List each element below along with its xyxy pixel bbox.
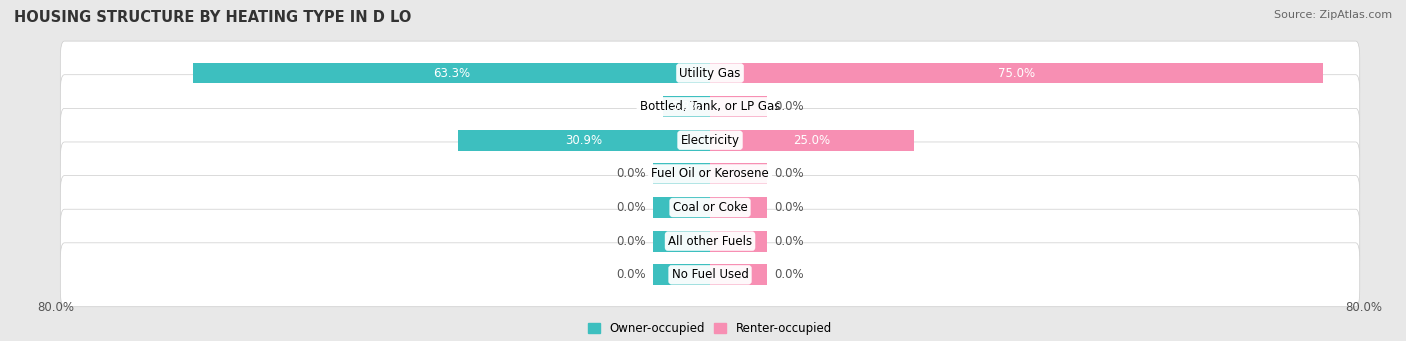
Bar bbox=[710, 130, 914, 151]
FancyBboxPatch shape bbox=[60, 176, 1360, 239]
Text: 0.0%: 0.0% bbox=[617, 167, 647, 180]
Text: 0.0%: 0.0% bbox=[617, 268, 647, 281]
FancyBboxPatch shape bbox=[60, 108, 1360, 172]
Text: HOUSING STRUCTURE BY HEATING TYPE IN D LO: HOUSING STRUCTURE BY HEATING TYPE IN D L… bbox=[14, 10, 412, 25]
Text: Source: ZipAtlas.com: Source: ZipAtlas.com bbox=[1274, 10, 1392, 20]
Bar bbox=[652, 264, 710, 285]
Text: 0.0%: 0.0% bbox=[773, 235, 803, 248]
Text: All other Fuels: All other Fuels bbox=[668, 235, 752, 248]
FancyBboxPatch shape bbox=[60, 142, 1360, 206]
Text: Coal or Coke: Coal or Coke bbox=[672, 201, 748, 214]
Text: 0.0%: 0.0% bbox=[773, 167, 803, 180]
FancyBboxPatch shape bbox=[60, 41, 1360, 105]
FancyBboxPatch shape bbox=[60, 209, 1360, 273]
Bar bbox=[710, 231, 768, 252]
Bar bbox=[710, 197, 768, 218]
Text: 63.3%: 63.3% bbox=[433, 66, 470, 79]
Text: 5.8%: 5.8% bbox=[672, 100, 702, 113]
Bar bbox=[710, 264, 768, 285]
Bar bbox=[662, 96, 710, 117]
Bar bbox=[710, 163, 768, 184]
Bar bbox=[710, 63, 1323, 84]
Text: 0.0%: 0.0% bbox=[773, 201, 803, 214]
Text: 0.0%: 0.0% bbox=[617, 201, 647, 214]
Legend: Owner-occupied, Renter-occupied: Owner-occupied, Renter-occupied bbox=[583, 317, 837, 340]
Bar bbox=[457, 130, 710, 151]
Text: Fuel Oil or Kerosene: Fuel Oil or Kerosene bbox=[651, 167, 769, 180]
Text: 25.0%: 25.0% bbox=[793, 134, 831, 147]
Bar bbox=[652, 231, 710, 252]
Text: 0.0%: 0.0% bbox=[773, 268, 803, 281]
Bar bbox=[652, 197, 710, 218]
Text: No Fuel Used: No Fuel Used bbox=[672, 268, 748, 281]
Text: 0.0%: 0.0% bbox=[617, 235, 647, 248]
Bar bbox=[193, 63, 710, 84]
FancyBboxPatch shape bbox=[60, 75, 1360, 138]
Text: Utility Gas: Utility Gas bbox=[679, 66, 741, 79]
Bar bbox=[710, 96, 768, 117]
Text: Electricity: Electricity bbox=[681, 134, 740, 147]
Text: 30.9%: 30.9% bbox=[565, 134, 602, 147]
Bar bbox=[652, 163, 710, 184]
FancyBboxPatch shape bbox=[60, 243, 1360, 307]
Text: Bottled, Tank, or LP Gas: Bottled, Tank, or LP Gas bbox=[640, 100, 780, 113]
Text: 0.0%: 0.0% bbox=[773, 100, 803, 113]
Text: 75.0%: 75.0% bbox=[998, 66, 1035, 79]
